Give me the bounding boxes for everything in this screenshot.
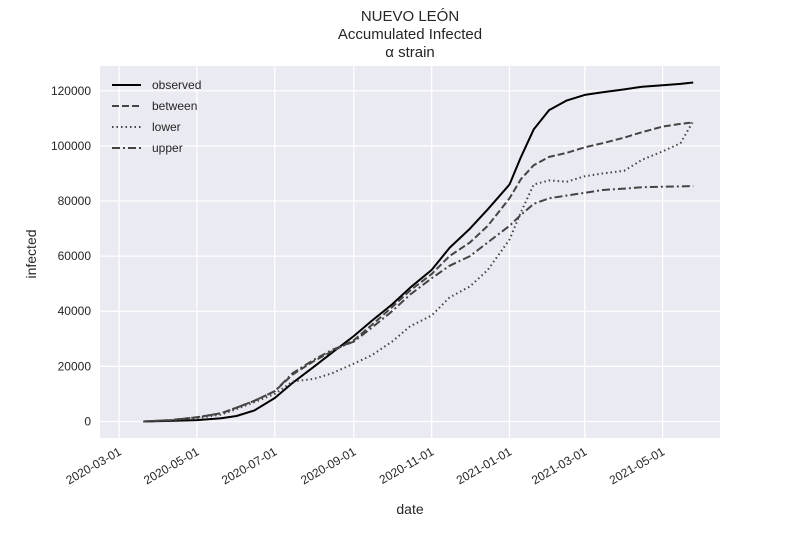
y-tick-label: 100000 (51, 139, 91, 153)
x-tick-label: 2020-03-01 (63, 444, 123, 487)
y-tick-label: 60000 (58, 249, 92, 263)
y-tick-labels: 0 20000 40000 60000 80000 100000 120000 (51, 84, 91, 429)
x-axis-label: date (396, 501, 423, 517)
legend-label-upper: upper (152, 141, 183, 155)
x-tick-label: 2020-11-01 (377, 444, 437, 487)
y-tick-label: 0 (84, 414, 91, 428)
legend-label-observed: observed (152, 78, 201, 92)
title-line-2: Accumulated Infected (338, 26, 482, 43)
legend-label-between: between (152, 99, 197, 113)
chart-title: NUEVO LEÓN Accumulated Infected α strain (338, 8, 482, 61)
y-tick-label: 120000 (51, 84, 91, 98)
title-line-3: α strain (385, 44, 435, 61)
series-between-line (143, 121, 694, 423)
grid (100, 66, 720, 438)
series-layer (143, 81, 695, 423)
series-observed-line (143, 81, 694, 423)
y-tick-label: 20000 (58, 359, 92, 373)
legend-label-lower: lower (152, 120, 181, 134)
x-tick-label: 2021-05-01 (607, 444, 667, 487)
x-tick-label: 2021-01-01 (454, 444, 514, 487)
x-tick-label: 2021-03-01 (529, 444, 589, 487)
x-tick-label: 2020-05-01 (141, 444, 201, 487)
legend: observed between lower upper (112, 78, 201, 155)
x-tick-label: 2020-09-01 (298, 444, 358, 487)
y-axis-label: infected (23, 229, 39, 278)
series-lower-line (143, 120, 695, 423)
title-line-1: NUEVO LEÓN (361, 8, 459, 25)
y-tick-label: 80000 (58, 194, 92, 208)
x-tick-labels: 2020-03-01 2020-05-01 2020-07-01 2020-09-01… (63, 444, 667, 487)
series-upper-line (143, 185, 694, 423)
y-tick-label: 40000 (58, 304, 92, 318)
plot-background (100, 66, 720, 438)
x-tick-label: 2020-07-01 (219, 444, 279, 487)
